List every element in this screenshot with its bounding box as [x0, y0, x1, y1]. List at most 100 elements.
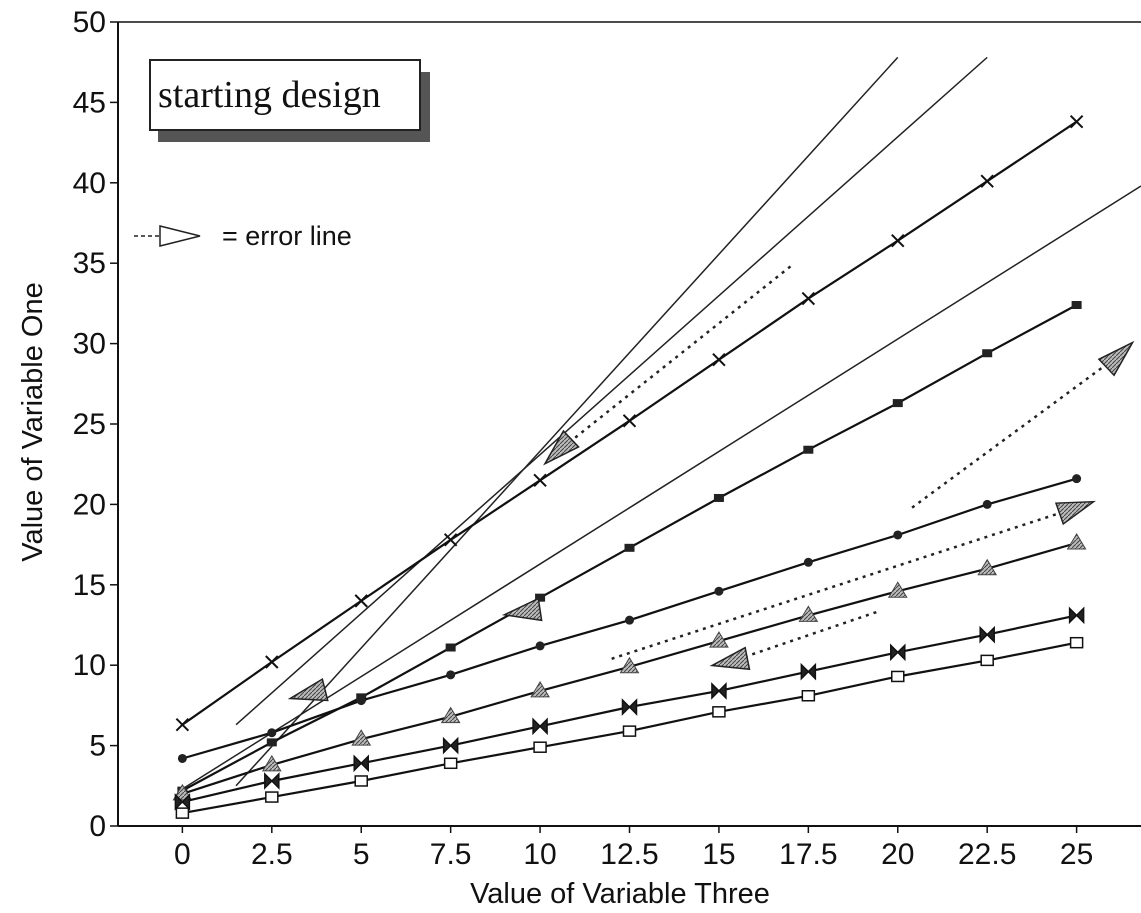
- bowtie-marker: [890, 643, 906, 662]
- reference-line: [235, 56, 899, 787]
- error-line-legend: = error line: [134, 221, 352, 251]
- legend-box-frame: [149, 59, 421, 131]
- series-line: [181, 120, 1078, 726]
- error-line: [611, 506, 1078, 660]
- x-marker: [175, 717, 190, 732]
- data-series: [172, 114, 1087, 819]
- error-arrowhead: [501, 597, 543, 622]
- x-marker: [801, 291, 816, 306]
- reference-lines: [181, 56, 1141, 790]
- triangle-marker: [261, 754, 282, 772]
- y-axis-title: Value of Variable One: [17, 282, 49, 561]
- x-axis-ticks: 0 2.5 5 7.5 10 12.5 15 17.5 20 22.5 25: [174, 826, 1093, 871]
- y-tick-label: 40: [73, 167, 106, 200]
- plot-frame: [117, 21, 1141, 827]
- x-tick-label: 25: [1060, 838, 1093, 871]
- filled-circle-marker: [625, 615, 634, 625]
- open-square-marker: [354, 775, 368, 787]
- x-marker: [891, 233, 905, 248]
- bowtie-marker: [174, 793, 191, 811]
- filled-square-marker: [535, 593, 546, 602]
- open-square-marker: [443, 757, 458, 770]
- filled-square-marker: [892, 399, 903, 408]
- open-square-marker: [801, 690, 816, 702]
- filled-circle-marker: [356, 696, 366, 706]
- filled-circle-marker: [714, 586, 724, 596]
- x-tick-label: 15: [702, 838, 735, 871]
- y-tick-label: 35: [73, 247, 106, 280]
- y-axis-ticks: 0 5 10 15 20 25 30 35 40 45 50: [73, 6, 118, 843]
- error-line: [911, 353, 1121, 509]
- filled-square-marker: [982, 349, 993, 358]
- x-marker: [265, 655, 279, 669]
- y-tick-label: 20: [73, 488, 106, 521]
- series-4: [172, 533, 1087, 801]
- x-tick-label: 20: [881, 838, 914, 871]
- triangle-marker: [440, 706, 461, 724]
- filled-square-marker: [624, 543, 635, 552]
- filled-square-marker: [266, 738, 277, 747]
- x-marker: [622, 414, 637, 428]
- filled-circle-marker: [982, 499, 992, 509]
- y-tick-label: 15: [73, 569, 106, 602]
- bowtie-marker: [711, 682, 727, 700]
- legend-box: starting design: [149, 59, 430, 142]
- open-square-marker: [712, 706, 726, 718]
- x-marker: [354, 594, 368, 608]
- error-line: [557, 265, 792, 453]
- triangle-marker: [709, 631, 729, 648]
- series-6: [175, 636, 1084, 819]
- open-square-marker: [265, 791, 279, 803]
- error-arrowhead: [1097, 340, 1135, 377]
- error-legend-arrow: [159, 225, 201, 247]
- error-legend-text: = error line: [222, 221, 352, 251]
- triangle-marker: [619, 656, 640, 674]
- bowtie-marker: [532, 717, 548, 736]
- x-tick-label: 22.5: [958, 838, 1016, 871]
- filled-square-marker: [803, 445, 814, 454]
- filled-square-marker: [1071, 301, 1082, 310]
- reference-line: [235, 56, 988, 726]
- x-tick-label: 2.5: [251, 838, 293, 871]
- triangle-marker: [172, 783, 193, 801]
- error-lines: [557, 265, 1121, 664]
- filled-circle-marker: [446, 670, 456, 680]
- bowtie-marker: [621, 698, 638, 716]
- y-tick-label: 50: [73, 6, 106, 39]
- error-arrowhead: [709, 646, 751, 671]
- open-square-marker: [891, 670, 905, 683]
- bowtie-marker: [979, 625, 995, 644]
- x-tick-label: 10: [523, 838, 556, 871]
- y-tick-label: 45: [73, 86, 106, 119]
- x-marker: [1069, 114, 1084, 129]
- open-square-marker: [175, 807, 190, 819]
- y-tick-label: 10: [73, 649, 106, 682]
- x-marker: [533, 473, 547, 487]
- x-tick-label: 5: [353, 838, 370, 871]
- triangle-marker: [1066, 533, 1087, 550]
- x-marker: [443, 533, 458, 547]
- filled-circle-marker: [803, 557, 813, 567]
- bowtie-marker: [442, 736, 459, 755]
- x-marker: [712, 352, 726, 367]
- y-tick-label: 30: [73, 328, 106, 361]
- error-arrowhead: [543, 429, 580, 466]
- x-tick-label: 7.5: [430, 838, 472, 871]
- x-tick-label: 17.5: [779, 838, 837, 871]
- triangle-marker: [351, 729, 372, 746]
- open-square-marker: [533, 741, 547, 753]
- y-tick-label: 25: [73, 408, 106, 441]
- x-tick-label: 0: [174, 838, 191, 871]
- filled-square-marker: [445, 643, 456, 652]
- error-arrowhead: [287, 677, 329, 702]
- triangle-marker: [798, 605, 819, 622]
- filled-square-marker: [713, 493, 724, 502]
- x-axis-title: Value of Variable Three: [470, 878, 770, 910]
- bowtie-marker: [264, 772, 280, 790]
- y-tick-label: 0: [89, 810, 106, 843]
- triangle-marker: [887, 581, 908, 598]
- filled-circle-marker: [177, 753, 187, 763]
- filled-circle-marker: [535, 641, 545, 651]
- triangle-marker: [977, 558, 998, 576]
